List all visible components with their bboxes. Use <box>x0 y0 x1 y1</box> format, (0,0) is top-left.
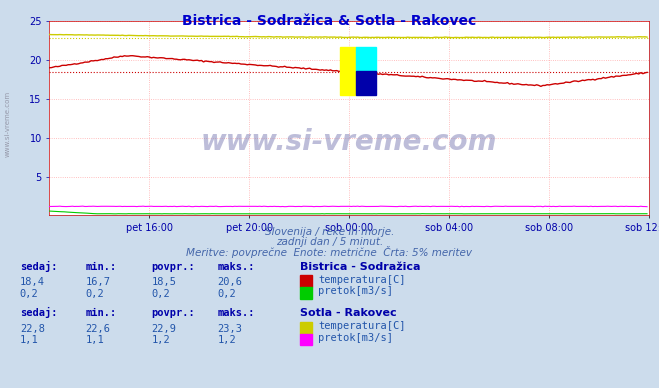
Text: 0,2: 0,2 <box>86 289 104 299</box>
Text: 20,6: 20,6 <box>217 277 243 287</box>
Text: 1,2: 1,2 <box>152 335 170 345</box>
FancyBboxPatch shape <box>357 47 376 71</box>
Text: temperatura[C]: temperatura[C] <box>318 321 406 331</box>
Text: www.si-vreme.com: www.si-vreme.com <box>5 91 11 157</box>
Text: Bistrica - Sodražica & Sotla - Rakovec: Bistrica - Sodražica & Sotla - Rakovec <box>183 14 476 28</box>
Text: 22,9: 22,9 <box>152 324 177 334</box>
Text: maks.:: maks.: <box>217 262 255 272</box>
Text: 0,2: 0,2 <box>20 289 38 299</box>
Text: 0,2: 0,2 <box>152 289 170 299</box>
Text: 1,2: 1,2 <box>217 335 236 345</box>
Text: min.:: min.: <box>86 308 117 318</box>
Text: temperatura[C]: temperatura[C] <box>318 275 406 285</box>
Text: 0,2: 0,2 <box>217 289 236 299</box>
Text: sedaj:: sedaj: <box>20 307 57 318</box>
Text: Sotla - Rakovec: Sotla - Rakovec <box>300 308 397 318</box>
Text: maks.:: maks.: <box>217 308 255 318</box>
Text: pretok[m3/s]: pretok[m3/s] <box>318 333 393 343</box>
Text: povpr.:: povpr.: <box>152 308 195 318</box>
Text: 1,1: 1,1 <box>20 335 38 345</box>
Text: zadnji dan / 5 minut.: zadnji dan / 5 minut. <box>276 237 383 247</box>
Text: Meritve: povprečne  Enote: metrične  Črta: 5% meritev: Meritve: povprečne Enote: metrične Črta:… <box>186 246 473 258</box>
FancyBboxPatch shape <box>357 71 376 95</box>
Text: 18,5: 18,5 <box>152 277 177 287</box>
Text: min.:: min.: <box>86 262 117 272</box>
Text: pretok[m3/s]: pretok[m3/s] <box>318 286 393 296</box>
Text: 22,6: 22,6 <box>86 324 111 334</box>
Text: 22,8: 22,8 <box>20 324 45 334</box>
FancyBboxPatch shape <box>340 47 357 95</box>
Text: Bistrica - Sodražica: Bistrica - Sodražica <box>300 262 420 272</box>
Text: 23,3: 23,3 <box>217 324 243 334</box>
Text: 18,4: 18,4 <box>20 277 45 287</box>
Text: www.si-vreme.com: www.si-vreme.com <box>201 128 498 156</box>
Text: 16,7: 16,7 <box>86 277 111 287</box>
Text: sedaj:: sedaj: <box>20 261 57 272</box>
Text: Slovenija / reke in morje.: Slovenija / reke in morje. <box>265 227 394 237</box>
Text: povpr.:: povpr.: <box>152 262 195 272</box>
Text: 1,1: 1,1 <box>86 335 104 345</box>
